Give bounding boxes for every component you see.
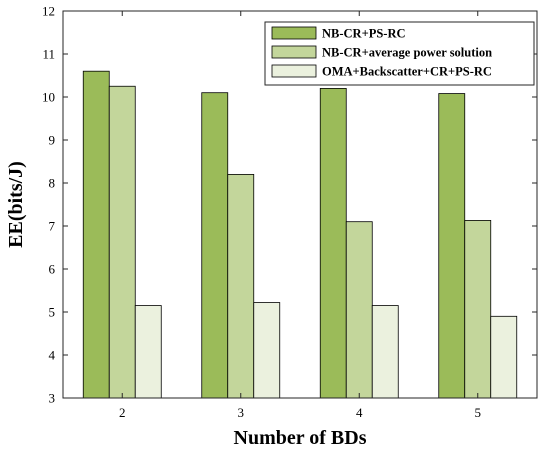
bar-series-2-cat-3 bbox=[227, 173, 255, 399]
x-tick-label: 2 bbox=[119, 405, 126, 420]
bar-series-2-cat-2 bbox=[108, 85, 136, 399]
y-tick-label: 5 bbox=[49, 305, 56, 320]
legend-label: OMA+Backscatter+CR+PS-RC bbox=[322, 65, 492, 79]
y-tick-label: 6 bbox=[49, 262, 56, 277]
y-axis: 3 4 5 6 7 8 9 10 11 12 bbox=[42, 4, 537, 406]
x-axis-title: Number of BDs bbox=[234, 427, 367, 449]
x-axis: 2 3 4 5 bbox=[119, 11, 481, 420]
legend: NB-CR+PS-RC NB-CR+average power solution O… bbox=[264, 21, 535, 86]
x-tick-label: 4 bbox=[356, 405, 363, 420]
bar-series-3-cat-2 bbox=[134, 305, 162, 399]
x-tick-label: 3 bbox=[238, 405, 245, 420]
legend-swatch bbox=[271, 45, 317, 59]
y-tick-label: 9 bbox=[49, 133, 56, 148]
y-tick-label: 3 bbox=[49, 391, 56, 406]
legend-label: NB-CR+PS-RC bbox=[322, 27, 406, 41]
legend-swatch bbox=[271, 26, 317, 40]
bars-group bbox=[82, 70, 518, 399]
bar-series-2-cat-5 bbox=[464, 220, 492, 399]
y-tick-label: 10 bbox=[42, 90, 55, 105]
bar-series-3-cat-3 bbox=[253, 302, 281, 399]
bar-series-3-cat-4 bbox=[371, 305, 399, 399]
bar-series-1-cat-5 bbox=[438, 93, 466, 399]
bar-series-1-cat-3 bbox=[201, 92, 229, 399]
y-tick-label: 8 bbox=[49, 176, 56, 191]
bar-series-2-cat-4 bbox=[345, 221, 373, 399]
bar-series-1-cat-2 bbox=[82, 70, 110, 399]
legend-label: NB-CR+average power solution bbox=[322, 46, 492, 60]
y-tick-label: 12 bbox=[42, 4, 55, 19]
y-axis-title: EE(bits/J) bbox=[5, 161, 27, 248]
x-tick-label: 5 bbox=[475, 405, 482, 420]
legend-swatch bbox=[271, 64, 317, 78]
y-tick-label: 7 bbox=[49, 219, 56, 234]
bar-series-1-cat-4 bbox=[319, 88, 347, 399]
y-tick-label: 4 bbox=[49, 348, 56, 363]
y-tick-label: 11 bbox=[42, 47, 55, 62]
plot-frame bbox=[62, 10, 538, 399]
bar-series-3-cat-5 bbox=[490, 315, 518, 399]
